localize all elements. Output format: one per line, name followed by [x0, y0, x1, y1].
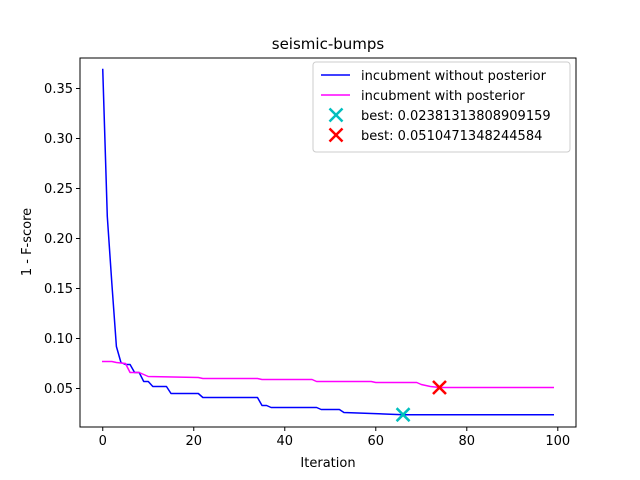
legend-box [312, 61, 571, 153]
x-axis-label: Iteration [300, 456, 355, 471]
legend-entry-label: incubment with posterior [361, 89, 525, 104]
x-tick-label: 80 [459, 434, 476, 449]
y-tick-label: 0.10 [44, 332, 73, 347]
y-tick-label: 0.05 [44, 382, 73, 397]
x-tick-label: 20 [185, 434, 202, 449]
y-tick-label: 0.25 [44, 182, 73, 197]
legend: incubment without posterior incubment wit… [312, 61, 571, 153]
y-tick-label: 0.35 [44, 82, 73, 97]
legend-entry-label: best: 0.02381313808909159 [361, 109, 551, 124]
y-tick-label: 0.15 [44, 282, 73, 297]
axes-frame [79, 57, 577, 428]
legend-marker-swatch [328, 107, 344, 123]
y-axis-label: 1 - F-score [20, 208, 35, 276]
series-line-2 [102, 360, 554, 389]
marker-layer [395, 380, 447, 423]
legend-marker-swatch [328, 127, 344, 143]
chart-title: seismic-bumps [272, 35, 385, 53]
y-tick-label: 0.20 [44, 232, 73, 247]
x-axis-ticks: 0 20 40 60 80 100 [99, 427, 570, 449]
x-tick-label: 60 [368, 434, 385, 449]
y-tick-label: 0.30 [44, 132, 73, 147]
legend-entry-label: incubment without posterior [361, 69, 547, 84]
best-marker-1 [395, 407, 411, 423]
y-axis-ticks: 0.05 0.10 0.15 0.20 0.25 0.30 0.35 [44, 82, 80, 397]
x-tick-label: 40 [276, 434, 293, 449]
series-layer [101, 68, 554, 416]
x-tick-label: 0 [99, 434, 107, 449]
legend-entry-label: best: 0.0510471348244584 [361, 129, 542, 144]
x-tick-label: 100 [545, 434, 570, 449]
best-marker-2 [432, 380, 447, 395]
